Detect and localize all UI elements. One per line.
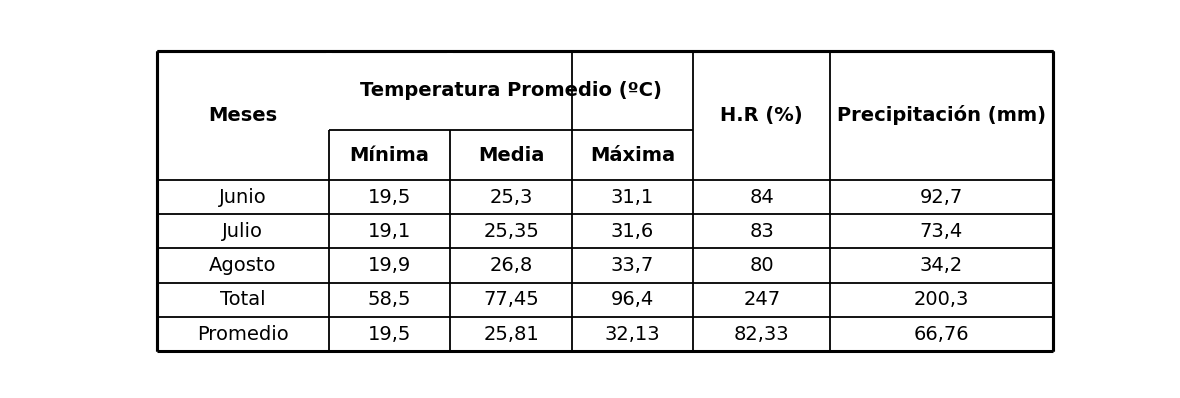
Text: Media: Media (478, 146, 544, 165)
Text: Julio: Julio (222, 222, 263, 241)
Text: 73,4: 73,4 (920, 222, 963, 241)
Text: 92,7: 92,7 (920, 187, 963, 207)
Text: Temperatura Promedio (ºC): Temperatura Promedio (ºC) (360, 81, 662, 100)
Text: 34,2: 34,2 (920, 256, 963, 275)
Text: 25,35: 25,35 (483, 222, 539, 241)
Text: 200,3: 200,3 (913, 290, 969, 309)
Text: 80: 80 (749, 256, 774, 275)
Text: 19,1: 19,1 (368, 222, 411, 241)
Text: 19,9: 19,9 (368, 256, 411, 275)
Text: 19,5: 19,5 (368, 324, 412, 343)
Text: Agosto: Agosto (209, 256, 276, 275)
Text: 58,5: 58,5 (368, 290, 412, 309)
Text: Promedio: Promedio (197, 324, 289, 343)
Text: Precipitación (mm): Precipitación (mm) (837, 105, 1045, 125)
Text: 31,6: 31,6 (611, 222, 654, 241)
Text: 25,81: 25,81 (483, 324, 539, 343)
Text: 96,4: 96,4 (611, 290, 654, 309)
Text: 247: 247 (743, 290, 780, 309)
Text: Total: Total (219, 290, 266, 309)
Text: 19,5: 19,5 (368, 187, 412, 207)
Text: Máxima: Máxima (590, 146, 675, 165)
Text: 31,1: 31,1 (611, 187, 654, 207)
Text: 83: 83 (749, 222, 774, 241)
Text: 33,7: 33,7 (611, 256, 654, 275)
Text: 82,33: 82,33 (734, 324, 789, 343)
Text: Meses: Meses (208, 106, 277, 125)
Text: 66,76: 66,76 (913, 324, 969, 343)
Text: Mínima: Mínima (349, 146, 430, 165)
Text: 77,45: 77,45 (483, 290, 539, 309)
Text: 84: 84 (749, 187, 774, 207)
Text: 32,13: 32,13 (605, 324, 661, 343)
Text: 26,8: 26,8 (490, 256, 532, 275)
Text: 25,3: 25,3 (490, 187, 532, 207)
Text: H.R (%): H.R (%) (721, 106, 804, 125)
Text: Junio: Junio (218, 187, 267, 207)
